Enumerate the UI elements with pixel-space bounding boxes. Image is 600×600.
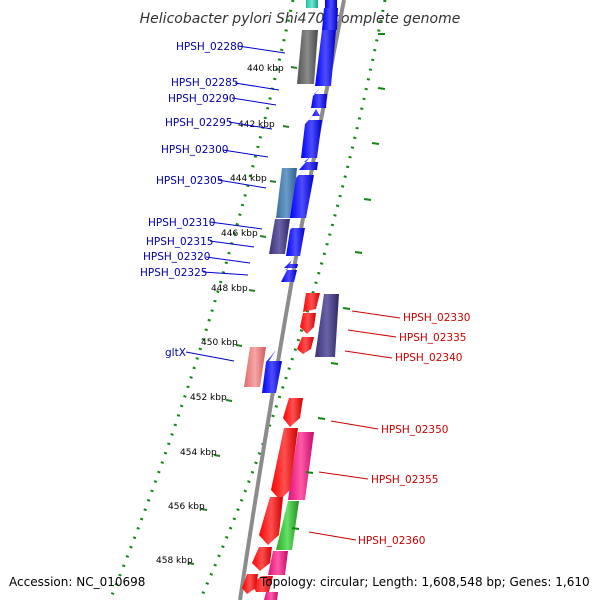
reverse-gene-label-text: HPSH_02330 HPSH_02335 HPSH_02340 HPSH_02…: [358, 312, 470, 547]
cog-feature-slateblue: [315, 294, 339, 357]
cds-forward: [322, 8, 338, 30]
cds-forward: [299, 156, 318, 170]
gene-label-hpsh-02355: HPSH_02355: [371, 474, 438, 486]
gene-label-hpsh-02280: HPSH_02280: [176, 41, 243, 53]
cog-feature-teal: [306, 0, 318, 8]
gene-label-hpsh-02335: HPSH_02335: [399, 332, 466, 344]
forward-gene-label-text: HPSH_02280 HPSH_02285 HPSH_02290 HPSH_02…: [140, 41, 243, 359]
outer-ticks: [291, 33, 386, 530]
cog-feature-slateblue: [269, 219, 290, 254]
inner-ticks: [187, 66, 298, 565]
cog-feature-pink: [244, 347, 266, 387]
tick-label: 450 kbp: [201, 338, 238, 348]
cds-forward: [262, 350, 282, 393]
kbp-labels: 440 kbp 442 kbp 444 kbp 446 kbp 448 kbp …: [156, 64, 284, 566]
cds-forward: [290, 166, 314, 218]
tick-label: 442 kbp: [238, 120, 275, 130]
tick-label: 452 kbp: [190, 393, 227, 403]
cog-feature-steelblue: [276, 168, 297, 218]
cog-feature-magenta: [288, 432, 314, 500]
reverse-cds-track: [242, 293, 320, 594]
cds-top: [325, 0, 337, 8]
gene-label-hpsh-02320: HPSH_02320: [143, 251, 210, 263]
tick-label: 458 kbp: [156, 556, 193, 566]
gene-label-hpsh-02290: HPSH_02290: [168, 93, 235, 105]
cds-reverse: [297, 337, 314, 354]
cds-reverse: [283, 398, 303, 427]
gene-label-hpsh-02360: HPSH_02360: [358, 535, 425, 547]
gene-label-hpsh-02315: HPSH_02315: [146, 236, 213, 248]
cds-reverse: [271, 428, 298, 500]
forward-gene-labels: [185, 45, 286, 362]
gene-label-hpsh-02330: HPSH_02330: [403, 312, 470, 324]
tick-label: 456 kbp: [168, 502, 205, 512]
cds-reverse: [303, 293, 320, 312]
gene-label-hpsh-02300: HPSH_02300: [161, 144, 228, 156]
reverse-gene-labels: [308, 310, 401, 541]
gene-label-hpsh-02295: HPSH_02295: [165, 117, 232, 129]
cds-forward: [286, 220, 305, 256]
cds-forward: [312, 109, 322, 116]
gene-label-hpsh-02325: HPSH_02325: [140, 267, 207, 279]
cog-feature-magenta: [264, 592, 278, 600]
cds-forward: [301, 112, 322, 158]
genome-summary-text: Topology: circular; Length: 1,608,548 bp…: [259, 575, 590, 589]
cds-forward: [284, 260, 298, 268]
gene-label-hpsh-02305: HPSH_02305: [156, 175, 223, 187]
cds-reverse: [259, 497, 283, 545]
tick-label: 454 kbp: [180, 448, 217, 458]
cog-feature-magenta: [268, 551, 288, 575]
tick-label: 448 kbp: [211, 284, 248, 294]
cds-forward: [281, 266, 297, 282]
tick-label: 446 kbp: [221, 229, 258, 239]
cog-feature-gray: [297, 30, 318, 84]
map-title: Helicobacter pylori Shi470, complete gen…: [140, 11, 461, 27]
tick-label: 444 kbp: [230, 174, 267, 184]
cds-reverse: [242, 574, 258, 594]
cds-forward: [315, 30, 336, 86]
cds-reverse: [252, 547, 272, 571]
gene-label-hpsh-02340: HPSH_02340: [395, 352, 462, 364]
cds-forward: [311, 88, 327, 108]
cog-feature-green: [276, 501, 299, 550]
forward-cds-track: [262, 8, 338, 393]
gene-label-gltx: gltX: [165, 347, 186, 359]
cog-features: [244, 30, 339, 600]
cds-reverse: [300, 313, 316, 334]
gene-label-hpsh-02310: HPSH_02310: [148, 217, 215, 229]
gene-label-hpsh-02350: HPSH_02350: [381, 424, 448, 436]
cds-reverse: [252, 576, 273, 592]
accession-text: Accession: NC_010698: [9, 575, 145, 589]
gene-label-hpsh-02285: HPSH_02285: [171, 77, 238, 89]
tick-label: 440 kbp: [247, 64, 284, 74]
